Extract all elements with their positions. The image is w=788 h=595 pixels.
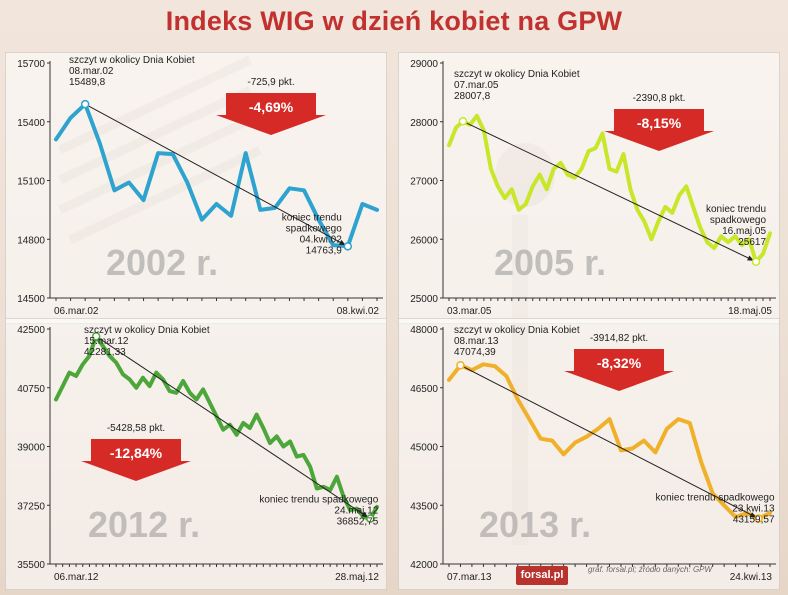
series-line [54, 102, 379, 249]
peak-label: szczyt w okolicy Dnia Kobiet [69, 55, 195, 66]
y-tick-label: 37250 [17, 501, 45, 512]
peak-marker [80, 99, 90, 109]
chart-2005: 2005 r. 29000 28000 27000 26000 25000 03.mar.0… [410, 59, 776, 317]
y-tick-label: 42000 [410, 560, 438, 571]
trend-arrowhead [749, 512, 757, 518]
year-watermark: 2013 r. [479, 504, 591, 545]
change-percent: -12,84% [110, 445, 163, 461]
x-tick-label-end: 24.kwi.13 [730, 572, 773, 583]
y-tick-label: 42500 [17, 325, 45, 336]
peak-label: 07.mar.05 [454, 80, 499, 91]
peak-label: 47074,39 [454, 347, 496, 358]
trough-label: 43159,57 [733, 515, 775, 526]
peak-label: szczyt w okolicy Dnia Kobiet [454, 69, 580, 80]
trough-label: 16.maj.05 [722, 226, 766, 237]
trend-line [84, 103, 347, 246]
y-tick-label: 43500 [410, 501, 438, 512]
trough-label: spadkowego [286, 223, 343, 234]
chart-panel-2005: 2005 r. 29000 28000 27000 26000 25000 03.mar.0… [398, 52, 780, 324]
chart-panel-2002: 2002 r. 15700 15400 15100 14800 14500 06.mar.0… [5, 52, 387, 324]
peak-label: 42281,33 [84, 347, 126, 358]
x-tick-label-start: 06.mar.12 [54, 572, 99, 583]
y-tick-label: 27000 [410, 177, 438, 188]
year-watermark: 2012 r. [88, 504, 200, 545]
change-arrow [604, 109, 714, 151]
trend-line [460, 364, 757, 519]
trough-label: 25617 [738, 237, 766, 248]
chart-2013: 2013 r. 48000 46500 45000 43500 42000 07.mar.1… [410, 325, 776, 583]
y-tick-label: 45000 [410, 443, 438, 454]
chart-panel-2012: 2012 r. 42500 40750 39000 37250 35500 06.mar.1… [5, 318, 387, 590]
y-tick-label: 28000 [410, 118, 438, 129]
y-tick-label: 39000 [17, 443, 45, 454]
peak-label: 08.mar.02 [69, 66, 114, 77]
peak-marker [91, 332, 101, 341]
trend-line [95, 335, 369, 519]
y-tick-label: 15100 [17, 177, 45, 188]
trough-label: spadkowego [710, 215, 767, 226]
main-title: Indeks WIG w dzień kobiet na GPW [165, 6, 623, 36]
trough-label: 04.kwi.02 [300, 234, 343, 245]
series-line [447, 113, 772, 264]
peak-label: szczyt w okolicy Dnia Kobiet [84, 325, 210, 336]
trough-marker [343, 242, 353, 251]
y-tick-label: 35500 [17, 560, 45, 571]
trough-label: 36852,75 [337, 517, 379, 528]
year-watermark: 2002 r. [106, 242, 218, 283]
trough-label: koniec trendu spadkowego [259, 495, 378, 506]
change-points: -725,9 pkt. [247, 77, 294, 88]
peak-label: 15.mar.12 [84, 336, 129, 347]
y-tick-label: 29000 [410, 59, 438, 70]
peak-label: 28007,8 [454, 91, 491, 102]
x-tick-label-start: 07.mar.13 [447, 572, 492, 583]
trough-marker [366, 514, 375, 523]
trough-label: 23.kwi.13 [732, 504, 775, 515]
change-points: -2390,8 pkt. [633, 93, 686, 104]
peak-marker [456, 361, 465, 370]
trend-arrowhead [361, 511, 369, 518]
peak-label: 08.mar.13 [454, 336, 499, 347]
x-tick-label-start: 06.mar.02 [54, 306, 99, 317]
trough-label: koniec trendu spadkowego [656, 493, 775, 504]
x-tick-label-start: 03.mar.05 [447, 306, 492, 317]
chart-2012: 2012 r. 42500 40750 39000 37250 35500 06.mar.1… [17, 325, 383, 583]
trough-label: koniec trendu [706, 204, 766, 215]
change-arrow [216, 93, 326, 135]
chart-2002: 2002 r. 15700 15400 15100 14800 14500 06.mar.0… [17, 55, 383, 317]
peak-marker [458, 117, 468, 126]
y-tick-label: 46500 [410, 384, 438, 395]
trend-arrowhead [338, 239, 346, 246]
chart-panel-2013: 2013 r. 48000 46500 45000 43500 42000 07.mar.1… [398, 318, 780, 590]
trough-label: 24.maj.12 [334, 506, 378, 517]
y-tick-label: 48000 [410, 325, 438, 336]
trough-label: 14763,9 [306, 245, 343, 256]
change-points: -5428,58 pkt. [107, 423, 165, 434]
change-points: -3914,82 pkt. [590, 333, 648, 344]
y-tick-label: 25000 [410, 294, 438, 305]
change-percent: -8,15% [637, 115, 682, 131]
footer-credit: graf. forsal.pl; źródło danych: GPW [588, 565, 713, 574]
y-tick-label: 14500 [17, 294, 45, 305]
peak-label: 15489,8 [69, 77, 106, 88]
y-tick-label: 26000 [410, 235, 438, 246]
change-arrow [564, 349, 674, 391]
y-tick-label: 15700 [17, 59, 45, 70]
y-tick-label: 40750 [17, 384, 45, 395]
trough-marker [754, 514, 763, 523]
forsal-logo: forsal.pl [516, 566, 568, 585]
x-tick-label-end: 08.kwi.02 [337, 306, 380, 317]
trend-arrowhead [747, 255, 755, 261]
y-tick-label: 14800 [17, 235, 45, 246]
y-tick-label: 15400 [17, 118, 45, 129]
change-percent: -8,32% [597, 355, 642, 371]
peak-label: szczyt w okolicy Dnia Kobiet [454, 325, 580, 336]
trend-line [462, 120, 755, 262]
x-tick-label-end: 28.maj.12 [335, 572, 379, 583]
trough-label: koniec trendu [282, 212, 342, 223]
change-arrow [81, 439, 191, 481]
change-percent: -4,69% [249, 99, 294, 115]
trough-marker [751, 257, 761, 267]
x-tick-label-end: 18.maj.05 [728, 306, 772, 317]
year-watermark: 2005 r. [494, 242, 606, 283]
